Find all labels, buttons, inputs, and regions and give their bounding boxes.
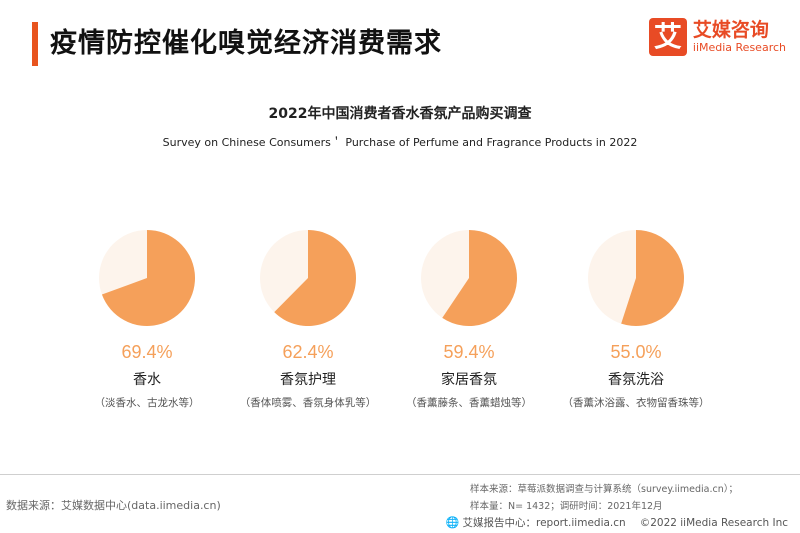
data-source: 数据来源：艾媒数据中心(data.iimedia.cn) [6, 499, 221, 512]
pie-value-label: 59.4% [443, 342, 495, 362]
pie-caption-4: 55.0% 香氛洗浴 （香薰沐浴露、衣物留香珠等） [546, 342, 726, 410]
pie-value-label: 69.4% [121, 342, 173, 362]
pie-category-label: 香氛护理 [280, 372, 336, 388]
pie-category-note: （香体喷雾、香氛身体乳等） [239, 397, 377, 409]
logo-text: 艾媒咨询 iiMedia Research [693, 19, 786, 55]
logo-en: iiMedia Research [692, 41, 786, 54]
pie-category-note: （香薰沐浴露、衣物留香珠等） [562, 397, 710, 409]
logo-icon: 艾 [648, 18, 687, 56]
report-site-link[interactable]: 艾媒报告中心：report.iimedia.cn [462, 517, 626, 529]
chart-subtitle: Survey on Chinese Consumers＇ Purchase of… [162, 136, 638, 149]
pie-slice [101, 230, 195, 327]
pie-category-note: （淡香水、古龙水等） [94, 397, 200, 409]
title-accent-bar [32, 22, 38, 66]
page-title: 疫情防控催化嗅觉经济消费需求 [50, 28, 442, 59]
globe-icon: 🌐 [445, 516, 460, 529]
pie-category-label: 家居香氛 [441, 372, 497, 388]
pie-category-label: 香水 [133, 372, 161, 388]
pie-caption-3: 59.4% 家居香氛 （香薰藤条、香薰蜡烛等） [379, 342, 559, 410]
sample-size: 样本量：N= 1432；调研时间：2021年12月 [470, 501, 663, 512]
pie-value-label: 55.0% [610, 342, 662, 362]
pie-category-note: （香薰藤条、香薰蜡烛等） [406, 397, 532, 409]
pie-slice [274, 230, 357, 326]
copyright: ©2022 iiMedia Research Inc [639, 516, 788, 529]
footer-divider [0, 474, 800, 475]
sample-source: 样本来源：草莓派数据调查与计算系统（survey.iimedia.cn）； [470, 484, 739, 495]
pie-caption-2: 62.4% 香氛护理 （香体喷雾、香氛身体乳等） [218, 342, 398, 410]
pie-slice [442, 230, 517, 326]
chart-title: 2022年中国消费者香水香氛产品购买调查 [268, 106, 532, 122]
pie-category-label: 香氛洗浴 [608, 372, 664, 388]
logo-cn: 艾媒咨询 [692, 19, 769, 41]
footer-bar: 🌐 艾媒报告中心：report.iimedia.cn ©2022 iiMedia… [446, 515, 788, 530]
pie-value-label: 62.4% [282, 342, 334, 362]
pie-caption-1: 69.4% 香水 （淡香水、古龙水等） [57, 342, 237, 410]
pie-slice [621, 230, 685, 326]
iimedia-logo: 艾 艾媒咨询 iiMedia Research [648, 18, 786, 56]
